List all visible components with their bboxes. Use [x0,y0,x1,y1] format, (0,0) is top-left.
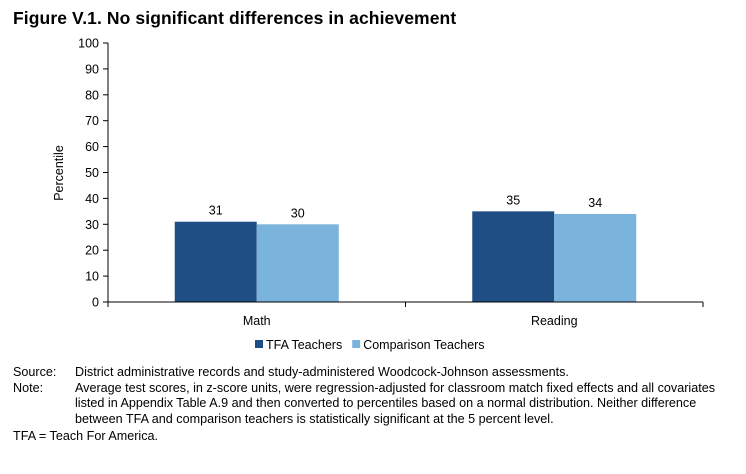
legend: TFA Teachers Comparison Teachers [255,338,485,352]
legend-label: Comparison Teachers [363,338,484,352]
x-tick-label: Reading [531,314,578,328]
bar-value-label: 30 [291,206,305,220]
figure-title: Figure V.1. No significant differences i… [13,8,457,28]
bar [554,213,637,302]
source-text: District administrative records and stud… [75,365,569,379]
y-axis-label: Percentile [52,145,66,201]
footer-text: TFA = Teach For America. [13,429,159,444]
y-tick-label: 100 [78,37,99,51]
y-tick-label: 70 [85,114,99,128]
bar [174,221,257,302]
bars: 31 30 35 34 [174,193,637,302]
legend-label: TFA Teachers [266,338,342,352]
source-label: Source: [13,365,57,379]
bar [256,224,339,302]
legend-swatch [352,340,361,348]
note-label: Note: [13,380,44,395]
y-tick-label: 60 [85,140,99,154]
y-tick-label: 20 [85,244,99,258]
y-tick-label: 30 [85,218,99,232]
y-tick-label: 80 [85,88,99,102]
source-row: Source: District administrative records … [13,365,738,381]
x-tick-label: Math [243,314,271,328]
y-tick-label: 90 [85,62,99,76]
y-axis: 0 10 20 30 40 50 60 70 80 90 100 [78,37,109,310]
bar-value-label: 31 [209,204,223,218]
y-tick-label: 0 [92,296,99,310]
x-axis: Math Reading [107,301,704,328]
bar-value-label: 35 [506,193,520,207]
legend-swatch [255,340,263,348]
y-tick-label: 50 [85,166,99,180]
y-tick-label: 10 [85,270,99,284]
bar [472,211,555,302]
figure-notes: Source: District administrative records … [13,365,738,445]
note-text: Average test scores, in z-score units, w… [75,380,716,426]
bar-chart: Percentile 0 10 20 30 40 50 60 70 80 90 100 31 30 35… [52,37,704,352]
note-row: Note: Average test scores, in z-score un… [13,381,738,428]
bar-value-label: 34 [588,196,602,210]
y-tick-label: 40 [85,192,99,206]
